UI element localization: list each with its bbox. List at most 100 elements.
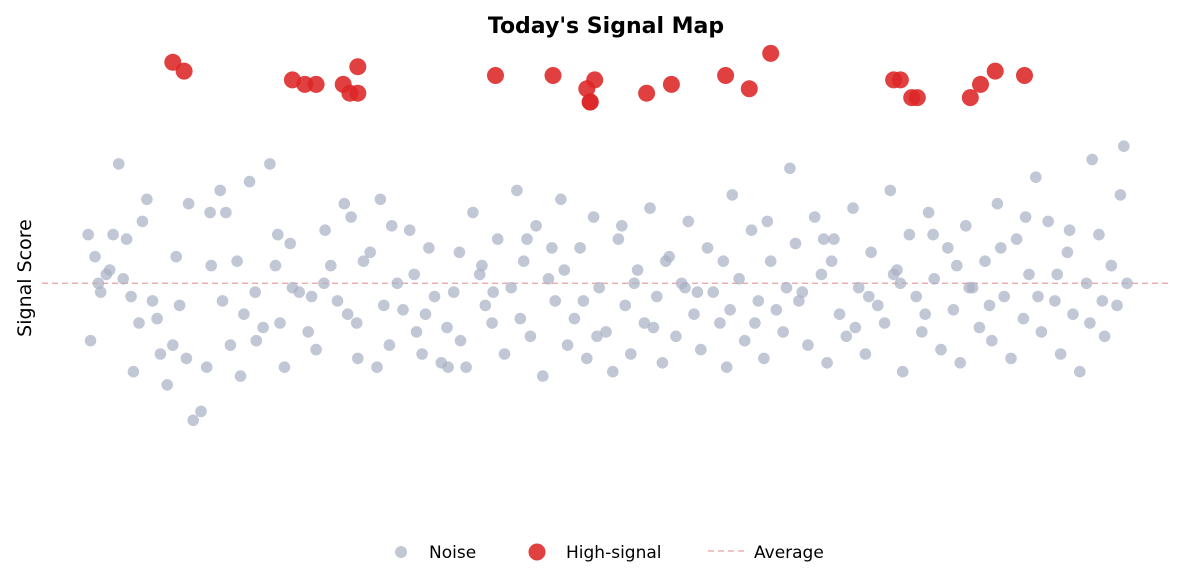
noise-point	[815, 268, 828, 281]
noise-point	[1121, 277, 1133, 290]
noise-point	[951, 259, 963, 272]
high-signal-point	[1016, 67, 1033, 84]
noise-point	[817, 233, 830, 245]
high-signal-point	[544, 67, 562, 84]
noise-point	[397, 304, 409, 316]
legend-noise-marker	[395, 546, 407, 558]
noise-point	[616, 220, 628, 232]
noise-point	[852, 281, 865, 294]
noise-point	[935, 343, 947, 356]
noise-point	[257, 321, 269, 334]
noise-point	[250, 334, 263, 347]
high-signal-point	[986, 62, 1004, 80]
high-signal-point	[638, 84, 656, 102]
noise-point	[214, 184, 226, 197]
chart-title: Today's Signal Map	[488, 14, 724, 39]
noise-point	[269, 259, 282, 272]
noise-point	[391, 277, 404, 290]
noise-point	[600, 326, 612, 338]
noise-point	[442, 361, 454, 374]
noise-point	[284, 237, 297, 250]
noise-point	[726, 189, 739, 201]
noise-point	[117, 273, 129, 285]
noise-point	[310, 343, 322, 356]
noise-point	[505, 281, 517, 294]
noise-point	[180, 352, 193, 365]
noise-point	[416, 348, 428, 360]
noise-point	[473, 268, 486, 281]
noise-point	[849, 321, 862, 334]
noise-point	[808, 211, 821, 223]
noise-point	[274, 317, 286, 329]
noise-point	[423, 242, 435, 254]
noise-point	[679, 281, 691, 294]
noise-point	[84, 334, 97, 347]
noise-point	[1114, 189, 1127, 201]
noise-point	[530, 220, 542, 232]
noise-point	[204, 206, 216, 219]
noise-point	[919, 308, 931, 321]
noise-point	[749, 317, 761, 329]
noise-point	[1086, 153, 1098, 166]
high-signal-point	[891, 71, 909, 89]
noise-point	[574, 242, 586, 254]
noise-point	[796, 286, 809, 298]
noise-point	[821, 357, 833, 369]
noise-point	[319, 224, 331, 236]
noise-point	[738, 334, 751, 347]
noise-point	[302, 326, 315, 338]
noise-point	[498, 348, 511, 360]
noise-point	[752, 295, 765, 307]
noise-point	[467, 206, 479, 219]
noise-point	[745, 224, 758, 236]
noise-point	[724, 304, 736, 316]
noise-point	[863, 290, 875, 303]
noise-point	[352, 352, 364, 365]
noise-point	[587, 211, 600, 223]
noise-point	[593, 281, 605, 294]
noise-point	[963, 281, 975, 294]
noise-point	[1093, 228, 1105, 241]
noise-point	[916, 326, 928, 338]
noise-point	[154, 348, 167, 360]
noise-point	[954, 357, 966, 369]
noise-point	[357, 255, 370, 267]
noise-point	[884, 184, 897, 197]
noise-point	[182, 197, 195, 210]
noise-point	[542, 273, 555, 285]
noise-point	[777, 326, 789, 338]
noise-series	[82, 140, 1133, 427]
noise-point	[701, 242, 714, 254]
noise-point	[238, 308, 250, 321]
noise-point	[682, 215, 695, 228]
noise-point	[127, 365, 140, 378]
noise-point	[947, 304, 960, 316]
noise-point	[441, 321, 453, 334]
noise-point	[521, 233, 533, 245]
noise-point	[1030, 171, 1042, 183]
noise-point	[82, 228, 94, 241]
noise-point	[1098, 330, 1111, 343]
noise-point	[151, 312, 163, 325]
noise-point	[1023, 268, 1035, 281]
noise-point	[338, 197, 351, 210]
noise-point	[619, 299, 631, 312]
noise-point	[1105, 259, 1118, 272]
noise-point	[524, 330, 537, 343]
noise-point	[487, 286, 500, 298]
noise-point	[1063, 224, 1076, 236]
noise-point	[859, 348, 872, 360]
noise-point	[793, 295, 805, 307]
noise-point	[325, 259, 337, 272]
noise-point	[216, 295, 229, 307]
noise-point	[511, 184, 523, 197]
noise-point	[1111, 299, 1123, 312]
noise-point	[555, 193, 567, 206]
noise-point	[903, 228, 916, 241]
noise-point	[720, 361, 733, 374]
noise-point	[628, 277, 640, 290]
noise-point	[960, 220, 972, 232]
noise-point	[872, 299, 884, 312]
noise-point	[278, 361, 291, 374]
noise-point	[983, 299, 996, 312]
